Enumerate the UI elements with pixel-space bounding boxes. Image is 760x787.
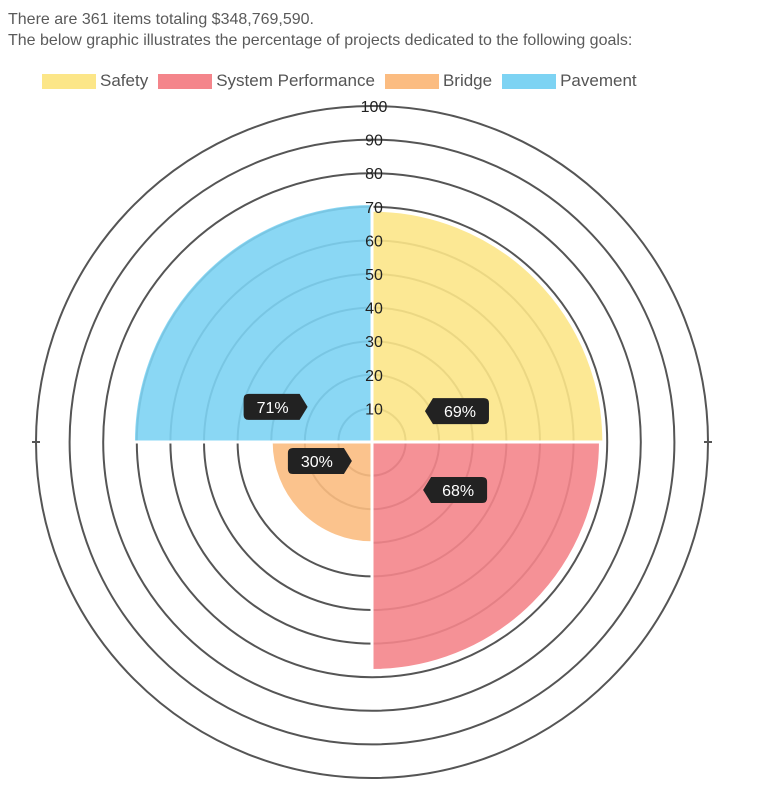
badge-label-system-performance: 68%: [442, 483, 474, 500]
tick-label-40: 40: [365, 301, 383, 318]
description-text: The below graphic illustrates the percen…: [8, 32, 633, 49]
tick-label-50: 50: [365, 267, 383, 284]
badge-safety: [424, 398, 489, 425]
tick-label-70: 70: [365, 200, 383, 217]
value-badges-group: 69% 68% 30% 71%: [243, 393, 489, 503]
legend-label-safety: Safety: [100, 71, 149, 90]
legend-item-bridge: Bridge: [384, 71, 493, 91]
ring-90: [68, 138, 676, 746]
badge-pavement: [243, 393, 308, 420]
legend-item-pavement: Pavement: [502, 71, 637, 91]
legend-swatch-bridge: [384, 73, 439, 89]
segment-safety: [370, 208, 606, 444]
intro-text: There are 361 items totaling $348,769,59…: [8, 9, 632, 51]
chart-legend: Safety System Performance Bridge Pavemen…: [42, 71, 647, 91]
legend-label-bridge: Bridge: [442, 71, 493, 90]
ring-80: [102, 172, 642, 712]
tick-label-90: 90: [365, 133, 383, 150]
badge-label-safety: 69%: [444, 404, 476, 421]
legend-label-pavement: Pavement: [560, 71, 637, 90]
badge-label-pavement: 71%: [257, 400, 289, 417]
tick-label-100: 100: [361, 99, 388, 116]
badge-bridge: [287, 447, 352, 474]
legend-swatch-pavement: [502, 73, 557, 89]
summary-text: There are 361 items totaling $348,769,59…: [8, 11, 314, 28]
legend-label-system-performance: System Performance: [216, 71, 375, 90]
legend-swatch-system-performance: [158, 73, 213, 89]
tick-label-20: 20: [365, 368, 383, 385]
tick-label-10: 10: [365, 401, 383, 418]
segment-system-performance: [370, 440, 602, 672]
legend-item-system-performance: System Performance: [158, 71, 375, 91]
badge-label-bridge: 30%: [301, 454, 333, 471]
badge-system-performance: [423, 476, 488, 503]
tick-labels-group: 10 20 30 40 50 60 70 80 90 100: [361, 99, 388, 418]
legend-swatch-safety: [42, 73, 96, 89]
segment-pavement: [131, 201, 374, 444]
legend-item-safety: Safety: [42, 71, 148, 91]
tick-label-60: 60: [365, 233, 383, 250]
tick-label-30: 30: [365, 334, 383, 351]
tick-label-80: 80: [365, 166, 383, 183]
